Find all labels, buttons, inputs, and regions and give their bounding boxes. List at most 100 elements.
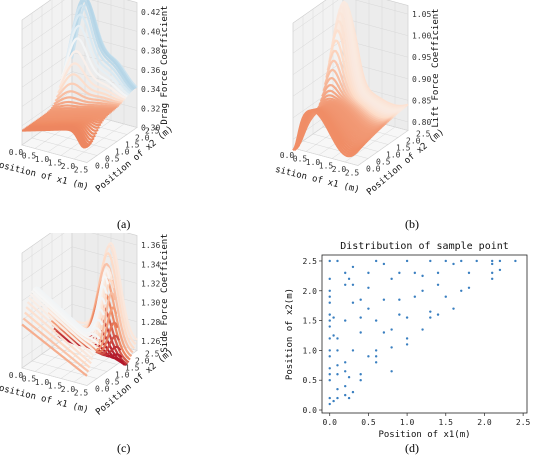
tick-labels: 0.00.51.01.52.02.5 0.00.51.01.52.02.51.26… bbox=[9, 241, 161, 397]
z-tick-label: 1.30 bbox=[141, 299, 160, 308]
grid-y bbox=[41, 239, 108, 372]
panel-a: 0.0 0.5 1.0 1.5 2.0 2.5 0.0 0.5 1.0 1.5 2.0 2.5 0.30… bbox=[0, 0, 280, 215]
y-tick-label: 0.5 bbox=[105, 155, 120, 164]
data-point bbox=[328, 373, 331, 376]
data-point bbox=[413, 295, 417, 298]
data-point bbox=[336, 373, 339, 376]
y-tick-label: 2.5 bbox=[145, 127, 160, 136]
chart-c-surface: 0.00.51.01.52.02.5 0.00.51.01.52.02.51.26… bbox=[0, 233, 175, 418]
y-tick-label: 1.5 bbox=[303, 317, 318, 326]
y-tick-label: 1.0 bbox=[115, 371, 130, 380]
surface-line bbox=[26, 301, 94, 361]
data-point bbox=[336, 396, 339, 400]
z-tick-label: 0.95 bbox=[412, 53, 431, 62]
surface-line bbox=[49, 291, 116, 348]
x-tick-label: 0.5 bbox=[22, 152, 37, 161]
z-axis-label: Side Force Coefficient bbox=[160, 233, 170, 352]
data-point bbox=[413, 271, 417, 275]
data-point bbox=[336, 337, 339, 340]
z-tick-label: 1.26 bbox=[141, 337, 160, 346]
grid-z bbox=[292, 0, 409, 32]
x-tick-label: 0.5 bbox=[293, 155, 308, 164]
x-tick-label: 0.0 bbox=[280, 151, 295, 160]
data-point bbox=[436, 313, 440, 316]
x-tick-label: 2.0 bbox=[477, 418, 492, 427]
data-point bbox=[336, 259, 339, 263]
data-point bbox=[405, 337, 409, 340]
data-point bbox=[374, 355, 378, 358]
data-point bbox=[490, 271, 494, 275]
x-tick-label: 2.0 bbox=[61, 385, 76, 394]
z-tick-label: 0.32 bbox=[141, 104, 160, 113]
caption-c: (c) bbox=[117, 441, 131, 455]
y-tick-label: 2.0 bbox=[303, 287, 318, 296]
data-point bbox=[436, 271, 440, 275]
x-axis-label: Position of x1 (m) bbox=[275, 162, 361, 195]
data-point bbox=[328, 277, 331, 281]
z-tick-label: 1.32 bbox=[141, 279, 160, 288]
data-point bbox=[398, 298, 401, 301]
surface bbox=[292, 0, 409, 158]
surface-line bbox=[317, 97, 384, 130]
y-tick-label: 1.5 bbox=[396, 144, 411, 153]
data-point bbox=[328, 337, 331, 340]
x-tick-label: 1.0 bbox=[35, 378, 50, 387]
panel-b: 0.0 0.5 1.0 1.5 2.0 2.5 0.0 0.5 1.0 1.5 2.0 2.5 0.80… bbox=[275, 0, 550, 215]
surface-line bbox=[332, 11, 399, 116]
surface-line bbox=[28, 296, 95, 357]
grid-y bbox=[31, 246, 98, 379]
points bbox=[328, 259, 517, 406]
ticks: 0.0 0.5 1.0 1.5 2.0 2.5 0.0 0.5 1.0 1.5 2.0 2.5 bbox=[303, 257, 531, 427]
data-point bbox=[328, 355, 331, 358]
data-point bbox=[398, 271, 401, 275]
surface-line bbox=[53, 96, 120, 107]
surface-line bbox=[29, 293, 97, 353]
surface-line bbox=[65, 4, 133, 93]
surface-line bbox=[329, 29, 396, 119]
x-tick-label: 0.0 bbox=[323, 418, 338, 427]
grid-y bbox=[21, 253, 88, 386]
data-point bbox=[405, 343, 409, 346]
surface-line bbox=[24, 311, 91, 369]
data-point bbox=[344, 319, 347, 322]
x-tick-label: 1.5 bbox=[439, 418, 454, 427]
data-point bbox=[328, 295, 331, 298]
surface bbox=[21, 241, 138, 377]
data-point bbox=[344, 283, 347, 287]
y-tick-label: 2.5 bbox=[303, 257, 318, 266]
data-point bbox=[421, 289, 424, 292]
data-point bbox=[351, 390, 355, 394]
y-tick-label: 0.0 bbox=[366, 165, 381, 174]
y-tick-label: 0.5 bbox=[376, 158, 391, 167]
data-point bbox=[405, 259, 409, 263]
data-point bbox=[490, 277, 494, 281]
data-point bbox=[359, 373, 362, 376]
surface-line bbox=[55, 82, 122, 105]
y-tick-label: 0.0 bbox=[95, 385, 110, 394]
surface-line bbox=[63, 13, 131, 95]
scatter-title: Distribution of sample point bbox=[340, 241, 509, 252]
data-point bbox=[328, 313, 331, 316]
y-tick-label: 1.5 bbox=[125, 364, 140, 373]
surface-line bbox=[62, 24, 130, 96]
z-tick-label: 1.36 bbox=[141, 241, 160, 250]
chart-b-surface: 0.00.51.01.52.02.5 0.00.51.01.52.02.50.80… bbox=[275, 0, 446, 198]
caption-a: (a) bbox=[117, 217, 131, 231]
y-tick-label: 2.5 bbox=[145, 350, 160, 359]
z-tick-label: 0.40 bbox=[141, 27, 160, 36]
data-point bbox=[351, 349, 355, 352]
data-point bbox=[460, 259, 463, 263]
x-tick-label: 0.0 bbox=[9, 371, 24, 380]
x-tick-label: 0.0 bbox=[9, 148, 24, 157]
data-point bbox=[467, 286, 471, 289]
y-tick-label: 2.5 bbox=[416, 130, 431, 139]
data-point bbox=[347, 376, 351, 379]
data-point bbox=[344, 393, 347, 397]
data-point bbox=[490, 262, 494, 266]
x-tick-label: 1.0 bbox=[35, 155, 50, 164]
surface-line bbox=[22, 317, 90, 373]
surface-line bbox=[326, 49, 394, 121]
surface-line bbox=[49, 107, 115, 112]
z-tick-label: 0.85 bbox=[412, 96, 431, 105]
y-axis-label: Position of x2(m) bbox=[285, 288, 295, 380]
